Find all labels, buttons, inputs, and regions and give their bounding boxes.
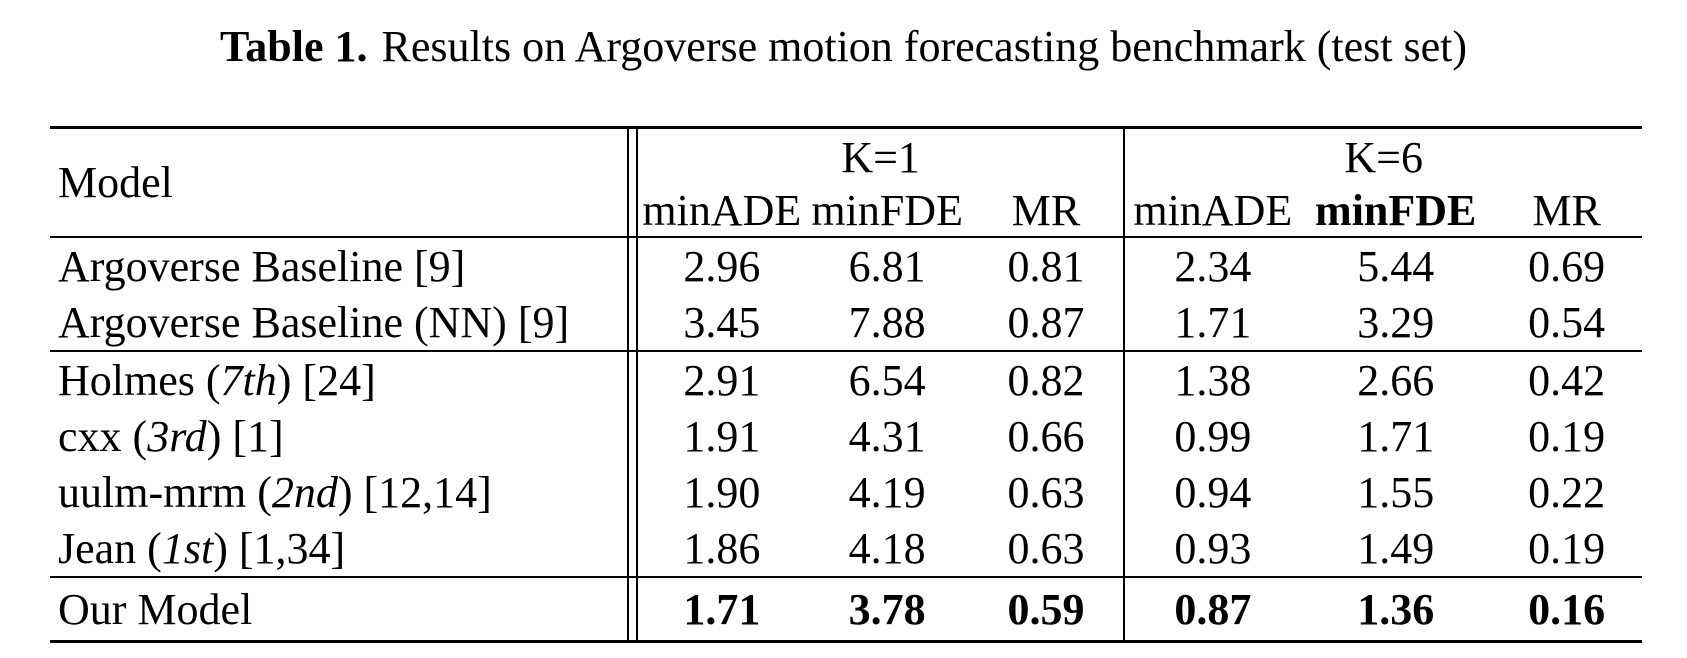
table-caption: Table 1. Results on Argoverse motion fore… <box>0 0 1687 72</box>
model-rank: 3rd <box>147 411 207 461</box>
value-cell: 0.87 <box>968 294 1125 352</box>
model-cell: cxx (3rd) [1] <box>50 408 628 464</box>
table-row: Argoverse Baseline (NN) [9] 3.45 7.88 0.… <box>50 294 1642 352</box>
value-cell: 0.66 <box>1007 411 1085 461</box>
value-cell: 2.34 <box>1123 237 1301 294</box>
header-group-row: Model K=1 K=6 <box>50 126 1642 238</box>
results-table: Model K=1 K=6 minADE minFDE MR minADE mi… <box>50 126 1642 643</box>
value-cell: 3.29 <box>1300 294 1492 352</box>
value-cell: 0.82 <box>1007 355 1085 405</box>
value-cell: 0.94 <box>1123 464 1301 520</box>
model-rank: 1st <box>161 523 214 573</box>
model-name: Holmes ( <box>58 355 221 405</box>
model-name: Argoverse Baseline (NN) [9] <box>58 297 570 347</box>
model-name: Our Model <box>58 584 253 634</box>
double-rule-spacer <box>626 126 638 238</box>
table-row: uulm-mrm (2nd) [12,14] 1.90 4.19 0.63 0.… <box>50 464 1642 520</box>
value-cell: 2.96 <box>683 241 761 291</box>
model-name: cxx ( <box>58 411 148 461</box>
table-row: Holmes (7th) [24] 2.91 6.54 0.82 1.38 2.… <box>50 351 1642 408</box>
caption-label: Table 1. <box>219 22 368 71</box>
value-cell: 1.71 <box>1357 411 1435 461</box>
value-cell: 0.87 <box>1123 577 1301 643</box>
model-refs: ) [24] <box>276 355 376 405</box>
header-k6-mr: MR <box>1491 185 1642 238</box>
value-cell: 4.18 <box>805 520 969 578</box>
value-cell: 5.44 <box>1357 241 1435 291</box>
value-cell: 0.69 <box>1528 241 1606 291</box>
value-cell: 1.49 <box>1300 520 1492 578</box>
model-name: uulm-mrm ( <box>58 467 272 517</box>
model-cell: uulm-mrm (2nd) [12,14] <box>50 464 628 520</box>
value-cell: 2.66 <box>1357 355 1435 405</box>
value-cell: 0.22 <box>1528 467 1606 517</box>
header-model: Model <box>50 126 628 238</box>
header-metric-row: minADE minFDE MR minADE minFDE MR <box>50 185 1642 238</box>
value-cell: 0.54 <box>1491 294 1642 352</box>
double-rule-spacer <box>626 351 638 408</box>
table-row: Argoverse Baseline [9] 2.96 6.81 0.81 2.… <box>50 237 1642 294</box>
double-rule-spacer <box>626 408 638 464</box>
table-row: Jean (1st) [1,34] 1.86 4.18 0.63 0.93 1.… <box>50 520 1642 578</box>
model-cell: Argoverse Baseline [9] <box>50 237 628 294</box>
value-cell: 0.59 <box>968 577 1125 643</box>
value-cell: 0.81 <box>1007 241 1085 291</box>
value-cell: 2.91 <box>683 355 761 405</box>
model-rank: 7th <box>220 355 277 405</box>
header-group-k6: K=6 <box>1123 126 1642 185</box>
model-name: Jean ( <box>58 523 162 573</box>
value-cell: 1.36 <box>1300 577 1492 643</box>
header-k6-minade: minADE <box>1123 185 1301 238</box>
value-cell: 1.38 <box>1123 351 1301 408</box>
double-rule-spacer <box>626 294 638 352</box>
model-rank: 2nd <box>271 467 338 517</box>
value-cell: 1.90 <box>683 467 761 517</box>
caption-text: Results on Argoverse motion forecasting … <box>381 22 1468 71</box>
value-cell: 0.42 <box>1528 355 1606 405</box>
value-cell: 3.45 <box>636 294 806 352</box>
value-cell: 4.19 <box>848 467 926 517</box>
value-cell: 0.93 <box>1123 520 1301 578</box>
model-refs: ) [1,34] <box>213 523 346 573</box>
header-group-k1: K=1 <box>636 126 1125 185</box>
value-cell: 6.54 <box>848 355 926 405</box>
double-rule-spacer <box>626 577 638 643</box>
header-k1-mr: MR <box>968 185 1125 238</box>
model-cell: Jean (1st) [1,34] <box>50 520 628 578</box>
value-cell: 4.31 <box>848 411 926 461</box>
value-cell: 0.63 <box>968 520 1125 578</box>
value-cell: 7.88 <box>805 294 969 352</box>
value-cell: 3.78 <box>805 577 969 643</box>
value-cell: 0.19 <box>1528 411 1606 461</box>
header-k1-minfde: minFDE <box>805 185 969 238</box>
value-cell: 0.63 <box>1007 467 1085 517</box>
double-rule-spacer <box>626 520 638 578</box>
value-cell: 1.71 <box>636 577 806 643</box>
value-cell: 1.91 <box>683 411 761 461</box>
header-k6-minfde: minFDE <box>1300 185 1492 238</box>
model-refs: ) [1] <box>206 411 284 461</box>
value-cell: 6.81 <box>848 241 926 291</box>
model-cell: Holmes (7th) [24] <box>50 351 628 408</box>
value-cell: 0.19 <box>1491 520 1642 578</box>
value-cell: 1.71 <box>1123 294 1301 352</box>
value-cell: 0.16 <box>1491 577 1642 643</box>
value-cell: 0.99 <box>1123 408 1301 464</box>
header-k1-minade: minADE <box>636 185 806 238</box>
model-name: Argoverse Baseline [9] <box>58 241 466 291</box>
model-cell: Our Model <box>50 577 628 643</box>
table-row-our-model: Our Model 1.71 3.78 0.59 0.87 1.36 0.16 <box>50 577 1642 643</box>
double-rule-spacer <box>626 237 638 294</box>
table-row: cxx (3rd) [1] 1.91 4.31 0.66 0.99 1.71 0… <box>50 408 1642 464</box>
model-cell: Argoverse Baseline (NN) [9] <box>50 294 628 352</box>
double-rule-spacer <box>626 464 638 520</box>
value-cell: 1.86 <box>636 520 806 578</box>
value-cell: 1.55 <box>1357 467 1435 517</box>
model-refs: ) [12,14] <box>337 467 492 517</box>
